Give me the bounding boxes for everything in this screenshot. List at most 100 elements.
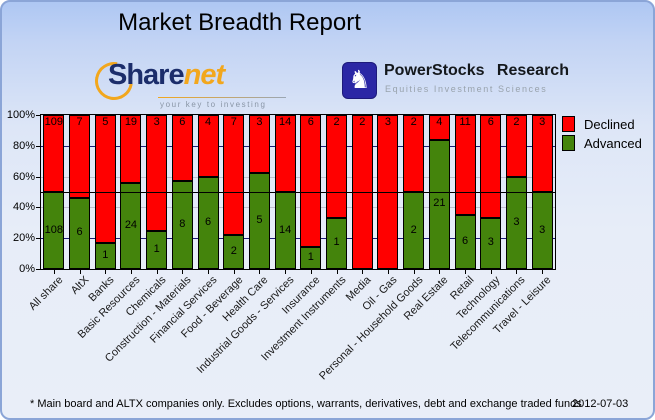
- advanced-value: 24: [124, 219, 138, 232]
- declined-value: 6: [179, 116, 186, 128]
- gridline-60: [41, 176, 555, 178]
- advanced-segment: [120, 183, 142, 269]
- declined-value: 4: [436, 116, 443, 128]
- advanced-value: 6: [76, 226, 83, 239]
- sharenet-word-net: net: [183, 59, 225, 91]
- legend-item: Advanced: [562, 135, 642, 151]
- legend-swatch-advanced: [562, 135, 575, 151]
- stacked-bar: 14 14: [274, 115, 296, 269]
- x-axis-tick: [362, 270, 364, 274]
- x-axis-tick: [156, 270, 158, 274]
- x-axis-tick: [439, 270, 441, 274]
- declined-segment: [326, 115, 348, 218]
- advanced-value: 3: [513, 215, 520, 228]
- y-axis-tick: [36, 269, 41, 270]
- x-axis-tick: [413, 270, 415, 274]
- y-axis-label: 40%: [12, 201, 35, 214]
- x-axis-tick: [516, 270, 518, 274]
- declined-value: 2: [513, 116, 520, 128]
- declined-value: 2: [410, 116, 417, 128]
- advanced-value: 3: [487, 236, 494, 249]
- advanced-value: 1: [307, 251, 314, 263]
- declined-segment: [223, 115, 245, 235]
- sharenet-word-share: Share: [108, 59, 185, 91]
- declined-value: 2: [333, 116, 340, 128]
- declined-value: 19: [124, 116, 138, 128]
- advanced-segment: [326, 217, 348, 269]
- declined-segment: [274, 115, 296, 192]
- advanced-segment: [223, 234, 245, 269]
- page-title: Market Breadth Report: [118, 9, 361, 36]
- powerstocks-logo: PowerStocks Research Equities Investment…: [342, 61, 569, 103]
- sharenet-divider: [158, 97, 286, 98]
- advanced-value: 2: [410, 223, 417, 236]
- x-axis-tick: [310, 270, 312, 274]
- powerstocks-tagline: Equities Investment Sciences: [385, 84, 548, 94]
- gridline-20: [41, 238, 555, 240]
- advanced-segment: [197, 176, 219, 269]
- advanced-value: 1: [153, 242, 160, 255]
- x-axis-tick: [233, 270, 235, 274]
- declined-segment: [197, 115, 219, 177]
- gridline-80: [41, 145, 555, 147]
- declined-value: 3: [153, 116, 160, 128]
- advanced-segment: [454, 214, 476, 269]
- y-axis-label: 0%: [19, 263, 35, 275]
- advanced-segment: [300, 247, 322, 269]
- y-axis-tick: [36, 176, 41, 178]
- powerstocks-title: PowerStocks Research: [384, 62, 569, 79]
- advanced-value: 2: [230, 244, 237, 257]
- declined-segment: [480, 115, 502, 218]
- y-axis-tick: [36, 207, 41, 209]
- declined-value: 14: [279, 116, 292, 128]
- declined-segment: [43, 115, 65, 193]
- x-axis-tick: [259, 270, 261, 274]
- declined-value: 7: [76, 116, 83, 128]
- stacked-bar: 21 4: [428, 115, 450, 269]
- advanced-segment: [428, 139, 450, 269]
- declined-segment: [69, 115, 91, 198]
- declined-segment: [403, 115, 425, 192]
- declined-value: 11: [459, 116, 471, 128]
- x-axis-tick: [208, 270, 210, 274]
- advanced-segment: [171, 181, 193, 269]
- sharenet-logo: Sharenet your key to investing: [87, 54, 300, 110]
- x-axis-tick: [285, 270, 287, 274]
- x-axis-tick: [336, 270, 338, 274]
- footnote: * Main board and ALTX companies only. Ex…: [30, 398, 582, 410]
- declined-value: 6: [487, 116, 494, 128]
- advanced-segment: [505, 176, 527, 269]
- advanced-segment: [248, 172, 270, 269]
- declined-value: 7: [230, 116, 237, 128]
- sharenet-tagline: your key to investing: [160, 100, 267, 109]
- declined-value: 6: [307, 116, 314, 128]
- advanced-value: 3: [539, 223, 546, 236]
- advanced-value: 8: [179, 218, 186, 230]
- advanced-value: 108: [44, 223, 64, 236]
- declined-value: 3: [384, 116, 391, 128]
- advanced-segment: [480, 217, 502, 269]
- declined-segment: [531, 115, 553, 192]
- declined-segment: [146, 115, 168, 231]
- y-axis-tick: [36, 115, 41, 116]
- advanced-segment: [146, 230, 168, 269]
- stacked-bar: 24 19: [120, 115, 142, 269]
- declined-segment: [248, 115, 270, 173]
- advanced-value: 6: [461, 234, 469, 247]
- legend-label: Advanced: [584, 135, 642, 151]
- declined-value: 109: [44, 116, 64, 128]
- y-axis-tick: [36, 145, 41, 147]
- x-axis-tick: [130, 270, 132, 274]
- advanced-segment: [69, 197, 91, 269]
